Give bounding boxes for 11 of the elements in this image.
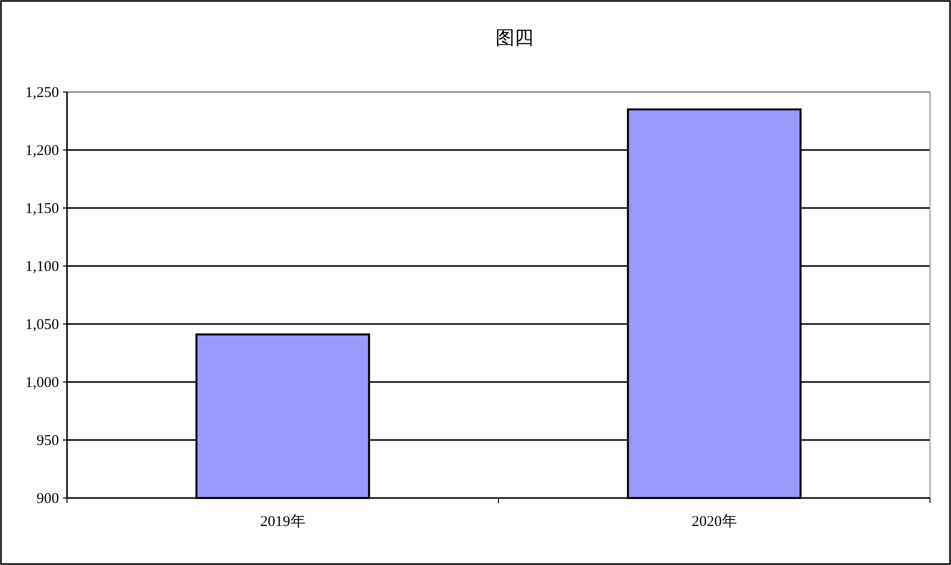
title: 图四 <box>496 28 534 49</box>
y-tick-label: 950 <box>36 433 59 449</box>
x-tick-label: 2020年 <box>692 513 737 530</box>
y-tick-label: 1,150 <box>25 201 59 217</box>
x-tick-label: 2019年 <box>260 513 306 530</box>
y-tick-label: 1,100 <box>25 259 59 275</box>
y-tick-label: 1,000 <box>25 375 59 391</box>
y-tick-label: 900 <box>36 491 59 507</box>
y-tick-label: 1,200 <box>25 143 59 159</box>
y-tick-label: 1,250 <box>25 85 59 101</box>
y-tick-label: 1,050 <box>25 317 59 333</box>
